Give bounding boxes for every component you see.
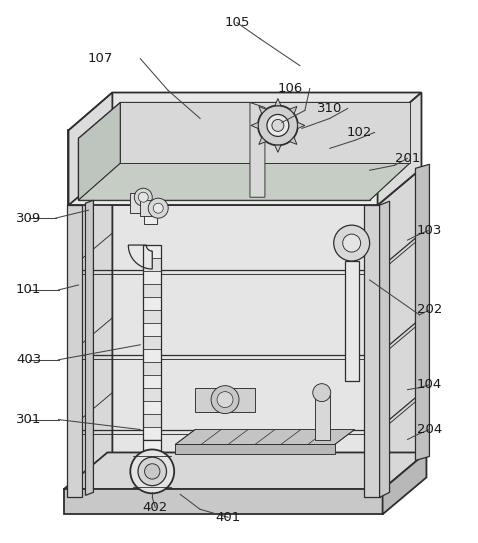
Polygon shape [144, 206, 157, 224]
Polygon shape [143, 401, 161, 414]
Text: 103: 103 [417, 224, 442, 237]
Circle shape [211, 386, 239, 414]
Polygon shape [68, 168, 112, 489]
Text: 201: 201 [395, 152, 420, 165]
Polygon shape [143, 349, 161, 362]
Polygon shape [143, 323, 161, 336]
Polygon shape [68, 205, 378, 489]
Polygon shape [143, 427, 161, 439]
Text: 102: 102 [347, 126, 372, 139]
Polygon shape [251, 122, 258, 129]
Text: 104: 104 [417, 378, 442, 391]
Text: 402: 402 [142, 501, 168, 514]
Circle shape [267, 115, 289, 136]
Polygon shape [68, 130, 378, 205]
Circle shape [130, 450, 174, 494]
Polygon shape [143, 258, 161, 271]
Polygon shape [140, 200, 161, 216]
Circle shape [144, 464, 160, 479]
Polygon shape [382, 452, 426, 514]
Polygon shape [143, 297, 161, 310]
Polygon shape [143, 388, 161, 401]
Polygon shape [143, 439, 161, 459]
Polygon shape [143, 414, 161, 427]
Polygon shape [380, 201, 390, 497]
Text: 301: 301 [16, 413, 41, 426]
Polygon shape [290, 137, 297, 144]
Polygon shape [175, 445, 335, 454]
Polygon shape [143, 271, 161, 284]
Circle shape [334, 225, 369, 261]
Text: 403: 403 [16, 353, 41, 366]
Polygon shape [143, 336, 161, 349]
Circle shape [138, 192, 148, 202]
Text: 107: 107 [88, 52, 113, 65]
Circle shape [343, 234, 360, 252]
Polygon shape [78, 103, 120, 200]
Text: 101: 101 [16, 283, 41, 296]
Polygon shape [259, 137, 266, 144]
Text: 202: 202 [417, 304, 442, 317]
Polygon shape [66, 205, 83, 497]
Polygon shape [120, 103, 410, 163]
Text: 204: 204 [417, 423, 442, 436]
Polygon shape [369, 103, 410, 200]
Text: 309: 309 [16, 212, 41, 225]
Polygon shape [143, 362, 161, 375]
Circle shape [153, 203, 163, 213]
Circle shape [134, 188, 152, 206]
Polygon shape [64, 489, 382, 514]
Polygon shape [345, 261, 358, 381]
Polygon shape [378, 92, 422, 205]
Text: 310: 310 [317, 102, 342, 115]
Polygon shape [259, 106, 266, 113]
Circle shape [258, 105, 298, 146]
Polygon shape [378, 168, 422, 489]
Polygon shape [250, 103, 265, 197]
Text: 401: 401 [216, 511, 240, 524]
Polygon shape [78, 138, 369, 200]
Polygon shape [64, 452, 426, 489]
Polygon shape [415, 165, 429, 460]
Polygon shape [298, 122, 305, 129]
Circle shape [217, 392, 233, 408]
Polygon shape [143, 310, 161, 323]
Polygon shape [128, 245, 152, 269]
Polygon shape [78, 163, 410, 200]
Polygon shape [175, 430, 355, 445]
Polygon shape [68, 92, 422, 130]
Polygon shape [68, 92, 112, 205]
Polygon shape [143, 245, 161, 258]
Circle shape [313, 384, 331, 402]
Polygon shape [143, 375, 161, 388]
Polygon shape [195, 388, 255, 412]
Text: 106: 106 [277, 82, 303, 95]
Polygon shape [275, 98, 281, 106]
Polygon shape [130, 193, 146, 213]
Text: 105: 105 [224, 16, 250, 29]
Polygon shape [78, 103, 410, 138]
Polygon shape [86, 200, 93, 495]
Polygon shape [364, 205, 380, 497]
Polygon shape [275, 145, 281, 153]
Polygon shape [290, 106, 297, 113]
Circle shape [138, 457, 166, 485]
Polygon shape [315, 395, 330, 439]
Circle shape [272, 119, 284, 131]
Circle shape [148, 198, 168, 218]
Polygon shape [143, 284, 161, 297]
